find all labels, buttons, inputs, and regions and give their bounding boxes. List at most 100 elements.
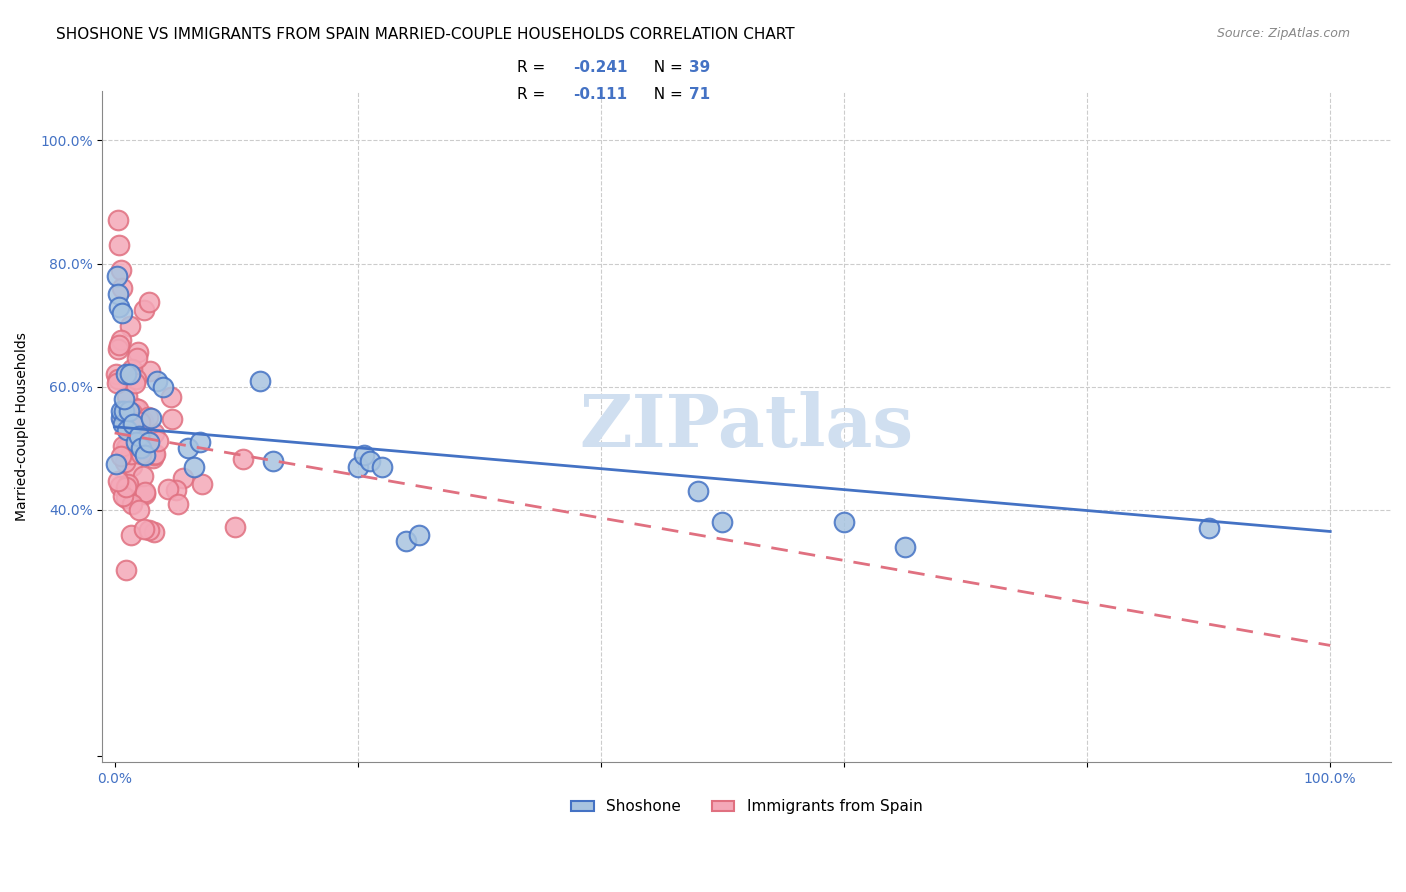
Point xyxy=(124,376,146,390)
Point xyxy=(112,439,135,453)
Point xyxy=(191,477,214,491)
Point xyxy=(134,487,156,501)
Point xyxy=(142,425,165,440)
Point xyxy=(118,404,141,418)
Y-axis label: Married-couple Households: Married-couple Households xyxy=(15,333,30,521)
Point xyxy=(134,448,156,462)
Point xyxy=(114,368,136,382)
Text: N =: N = xyxy=(644,60,688,75)
Point xyxy=(121,497,143,511)
Point xyxy=(134,484,156,499)
Point xyxy=(115,423,138,437)
Point xyxy=(115,491,138,506)
Point xyxy=(118,436,141,450)
Point xyxy=(120,368,142,382)
Point xyxy=(112,417,135,431)
Text: 39: 39 xyxy=(689,60,710,75)
Point xyxy=(104,457,127,471)
Point xyxy=(143,448,166,462)
Point xyxy=(165,483,187,497)
Point xyxy=(121,406,143,420)
Point xyxy=(408,527,430,541)
Point xyxy=(152,380,174,394)
Point xyxy=(107,474,129,488)
Point xyxy=(131,414,153,428)
Text: R =: R = xyxy=(517,60,551,75)
Point xyxy=(893,540,915,554)
Point xyxy=(183,459,205,474)
Point xyxy=(711,515,734,529)
Point xyxy=(112,404,135,418)
Point xyxy=(111,306,134,320)
Point xyxy=(118,318,141,333)
Point xyxy=(114,480,136,494)
Point xyxy=(121,528,143,542)
Point xyxy=(346,459,368,474)
Legend: Shoshone, Immigrants from Spain: Shoshone, Immigrants from Spain xyxy=(564,791,931,822)
Point xyxy=(134,302,156,317)
Point xyxy=(112,489,135,503)
Point xyxy=(105,367,128,381)
Point xyxy=(395,533,418,548)
Point xyxy=(167,496,190,510)
Point xyxy=(107,372,129,386)
Point xyxy=(128,429,150,443)
Point xyxy=(172,471,194,485)
Point xyxy=(127,345,149,359)
Point xyxy=(115,440,138,454)
Point xyxy=(134,522,156,536)
Point xyxy=(107,287,129,301)
Point xyxy=(105,376,128,391)
Point xyxy=(371,459,394,474)
Point xyxy=(110,404,132,418)
Point xyxy=(117,440,139,454)
Point xyxy=(224,520,246,534)
Point xyxy=(832,515,855,529)
Point xyxy=(105,268,128,283)
Point xyxy=(107,342,129,356)
Point xyxy=(121,417,143,431)
Point xyxy=(249,374,271,388)
Text: R =: R = xyxy=(517,87,555,102)
Point xyxy=(121,362,143,376)
Point xyxy=(688,484,710,499)
Point xyxy=(117,476,139,491)
Point xyxy=(124,401,146,415)
Text: -0.241: -0.241 xyxy=(572,60,627,75)
Point xyxy=(159,390,181,404)
Point xyxy=(132,417,155,432)
Point xyxy=(138,523,160,537)
Point xyxy=(107,213,129,227)
Point xyxy=(262,453,284,467)
Text: ZIPatlas: ZIPatlas xyxy=(579,392,914,462)
Point xyxy=(132,469,155,483)
Point xyxy=(120,447,142,461)
Point xyxy=(110,478,132,492)
Point xyxy=(146,374,169,388)
Point xyxy=(111,411,134,425)
Point xyxy=(156,482,179,496)
Point xyxy=(114,455,136,469)
Point xyxy=(108,238,131,252)
Point xyxy=(139,410,162,425)
Point xyxy=(176,442,198,456)
Point xyxy=(125,435,148,450)
Point xyxy=(108,300,131,314)
Point xyxy=(107,337,129,351)
Point xyxy=(131,442,153,456)
Point xyxy=(129,415,152,429)
Text: N =: N = xyxy=(644,87,688,102)
Point xyxy=(120,432,142,446)
Point xyxy=(1198,521,1220,535)
Point xyxy=(110,262,132,277)
Point xyxy=(138,435,160,450)
Text: Source: ZipAtlas.com: Source: ZipAtlas.com xyxy=(1216,27,1350,40)
Point xyxy=(111,281,134,295)
Point xyxy=(117,389,139,403)
Point xyxy=(232,452,254,467)
Point xyxy=(110,410,132,425)
Text: 71: 71 xyxy=(689,87,710,102)
Point xyxy=(359,453,381,467)
Point xyxy=(110,333,132,347)
Point xyxy=(131,447,153,461)
